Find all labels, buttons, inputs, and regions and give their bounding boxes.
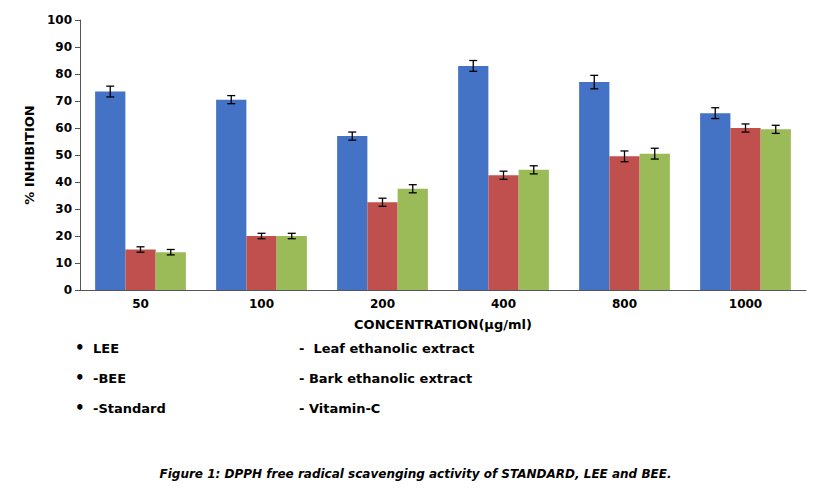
svg-text:•: • [75, 339, 85, 357]
svg-text:•: • [75, 369, 85, 387]
svg-text:60: 60 [55, 121, 72, 135]
svg-text:•: • [75, 399, 85, 417]
svg-text:% INHIBITION: % INHIBITION [22, 105, 37, 204]
svg-text:20: 20 [55, 229, 72, 243]
svg-text:- Leaf ethanolic extract: - Leaf ethanolic extract [299, 341, 474, 356]
svg-text:- Vitamin-C: - Vitamin-C [299, 401, 380, 416]
svg-text:1000: 1000 [729, 297, 762, 311]
svg-text:80: 80 [55, 67, 72, 81]
svg-text:90: 90 [55, 40, 72, 54]
svg-text:-Standard: -Standard [93, 401, 166, 416]
svg-text:100: 100 [249, 297, 274, 311]
svg-text:50: 50 [132, 297, 149, 311]
svg-text:Figure 1: DPPH free radical sc: Figure 1: DPPH free radical scavenging a… [160, 467, 672, 481]
svg-text:70: 70 [55, 94, 72, 108]
svg-text:50: 50 [55, 148, 72, 162]
svg-text:CONCENTRATION(μg/ml): CONCENTRATION(μg/ml) [354, 317, 532, 332]
svg-text:LEE: LEE [93, 341, 119, 356]
svg-text:800: 800 [612, 297, 637, 311]
svg-text:0: 0 [64, 283, 72, 297]
svg-text:100: 100 [47, 13, 72, 27]
svg-text:400: 400 [491, 297, 516, 311]
svg-text:10: 10 [55, 256, 72, 270]
svg-text:200: 200 [370, 297, 395, 311]
svg-text:30: 30 [55, 202, 72, 216]
svg-text:- Bark ethanolic extract: - Bark ethanolic extract [299, 371, 472, 386]
svg-text:-BEE: -BEE [93, 371, 126, 386]
svg-text:40: 40 [55, 175, 72, 189]
